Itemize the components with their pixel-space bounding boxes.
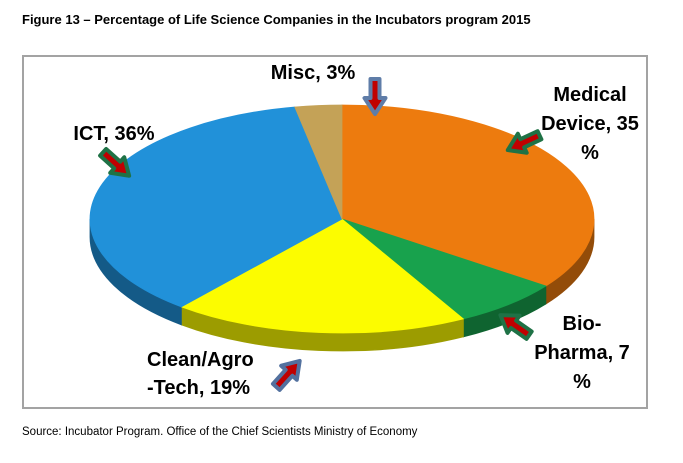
chart-frame: Misc, 3% Medical Device, 35 % ICT, 36% B… — [22, 55, 648, 409]
clean-agro-arrow-shape — [270, 358, 302, 392]
callout-medical-device-line3: % — [581, 142, 599, 164]
ict-arrow-icon — [98, 146, 132, 178]
bio-pharma-arrow-shape — [498, 313, 534, 341]
callout-medical-device: Medical Device, 35 % — [541, 81, 639, 168]
callout-bio-pharma-line3: % — [573, 371, 591, 393]
figure-title: Figure 13 – Percentage of Life Science C… — [22, 12, 531, 27]
medical-device-arrow-icon — [505, 129, 544, 155]
callout-ict: ICT, 36% — [73, 120, 154, 148]
callout-bio-pharma: Bio- Pharma, 7 % — [534, 310, 630, 397]
bio-pharma-arrow-icon — [498, 313, 534, 341]
callout-bio-pharma-line1: Bio- — [562, 313, 602, 335]
callout-bio-pharma-line2: Pharma, 7 — [534, 342, 630, 364]
pie-chart — [89, 104, 595, 352]
pie-slice-clean-agro-tech — [180, 218, 465, 334]
misc-arrow-shape — [362, 77, 388, 116]
callout-misc-label: Misc, 3% — [270, 62, 356, 84]
source-caption: Source: Incubator Program. Office of the… — [22, 426, 418, 438]
ict-arrow-shape — [98, 146, 132, 178]
callout-clean-agro-line1: Clean/Agro — [147, 349, 254, 371]
callout-clean-agro: Clean/Agro -Tech, 19% — [147, 346, 254, 402]
callout-medical-device-line2: Device, 35 — [541, 113, 639, 135]
pie-slice-ict — [89, 106, 343, 308]
clean-agro-arrow-icon — [270, 358, 302, 392]
pie-slice-bio-pharma — [341, 218, 547, 320]
callout-misc: Misc, 3% — [271, 59, 355, 87]
pie-slice-misc — [294, 104, 343, 220]
pie-slice-medical-device — [341, 104, 595, 287]
callout-ict-label: ICT, 36% — [73, 123, 155, 145]
medical-device-arrow-shape — [505, 129, 544, 155]
misc-arrow-icon — [362, 77, 388, 116]
callout-clean-agro-line2: -Tech, 19% — [147, 377, 250, 399]
callout-medical-device-line1: Medical — [553, 84, 627, 106]
